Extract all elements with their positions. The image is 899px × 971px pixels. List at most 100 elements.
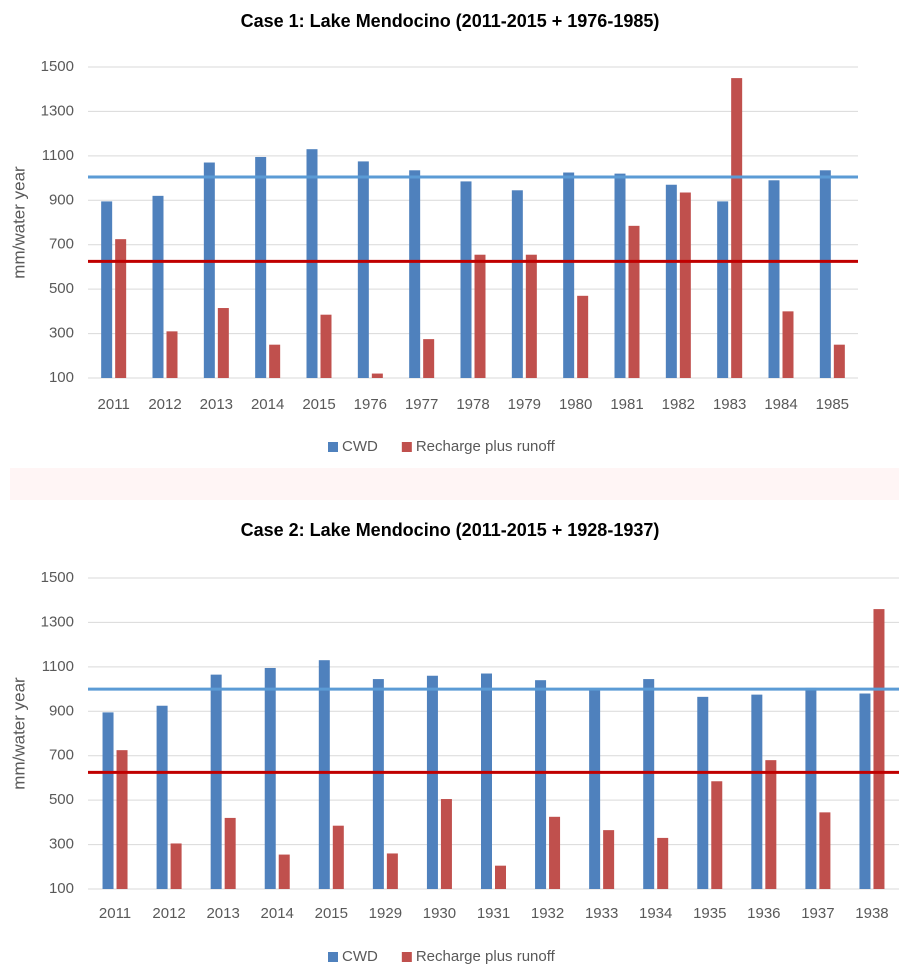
- y-tick-label: 1100: [42, 658, 74, 675]
- legend-swatch: [328, 442, 338, 452]
- y-tick-label: 500: [49, 280, 74, 297]
- y-tick-label: 900: [49, 702, 74, 719]
- x-tick-label: 1978: [456, 396, 489, 413]
- bar: [819, 812, 831, 889]
- bar: [697, 696, 709, 889]
- x-tick-label: 1929: [369, 905, 402, 922]
- bar: [657, 837, 669, 889]
- bar: [115, 239, 127, 378]
- bar: [511, 190, 523, 378]
- y-axis-label: mm/water year: [9, 677, 28, 790]
- bar: [481, 673, 492, 889]
- x-tick-label: 1980: [559, 396, 592, 413]
- y-axis-label: mm/water year: [9, 166, 28, 279]
- bar: [426, 675, 438, 889]
- x-tick-label: 1931: [477, 905, 510, 922]
- x-tick-label: 1938: [855, 905, 888, 922]
- y-tick-label: 100: [49, 880, 74, 897]
- y-tick-label: 700: [49, 747, 74, 764]
- y-tick-label: 500: [49, 791, 74, 808]
- legend-label: CWD: [342, 438, 378, 455]
- bar: [711, 781, 723, 889]
- bar: [563, 172, 575, 378]
- y-tick-label: 100: [49, 369, 74, 386]
- bar: [203, 162, 215, 378]
- x-tick-label: 2014: [251, 396, 284, 413]
- x-tick-label: 1983: [713, 396, 746, 413]
- chart-title: Case 1: Lake Mendocino (2011-2015 + 1976…: [241, 11, 660, 31]
- x-tick-label: 2013: [200, 396, 233, 413]
- y-tick-label: 1300: [41, 613, 74, 630]
- y-tick-label: 1100: [42, 147, 74, 164]
- x-tick-label: 2015: [302, 396, 335, 413]
- bar: [782, 311, 794, 378]
- bar: [577, 295, 589, 378]
- chart-title: Case 2: Lake Mendocino (2011-2015 + 1928…: [241, 520, 660, 540]
- x-tick-label: 1935: [693, 905, 726, 922]
- bar: [264, 667, 276, 889]
- bar: [386, 853, 398, 889]
- bar: [278, 854, 290, 889]
- bar: [460, 181, 472, 378]
- x-tick-label: 1936: [747, 905, 780, 922]
- bar: [833, 344, 845, 378]
- y-tick-label: 700: [49, 236, 74, 253]
- bar: [152, 195, 164, 378]
- x-tick-label: 1937: [801, 905, 834, 922]
- bar: [535, 680, 547, 889]
- x-tick-label: 2012: [152, 905, 185, 922]
- y-tick-label: 900: [49, 191, 74, 208]
- bar: [859, 693, 871, 889]
- bar: [628, 225, 640, 378]
- bar: [371, 373, 383, 378]
- bar: [819, 170, 831, 378]
- bar: [269, 344, 281, 378]
- bar: [156, 705, 168, 889]
- bar: [409, 170, 421, 378]
- x-tick-label: 1985: [816, 396, 849, 413]
- bar: [765, 760, 777, 889]
- bar: [440, 799, 452, 889]
- separator-band: [10, 468, 899, 500]
- legend-label: Recharge plus runoff: [416, 948, 556, 965]
- x-tick-label: 1982: [662, 396, 695, 413]
- y-tick-label: 300: [49, 836, 74, 853]
- x-tick-label: 1934: [639, 905, 672, 922]
- bar: [357, 161, 369, 378]
- x-tick-label: 1979: [508, 396, 541, 413]
- legend-swatch: [401, 952, 412, 962]
- bar: [210, 674, 222, 889]
- x-tick-label: 2015: [315, 905, 348, 922]
- x-tick-label: 1977: [405, 396, 438, 413]
- x-tick-label: 2011: [98, 396, 130, 413]
- bar: [768, 180, 780, 378]
- x-tick-label: 1933: [585, 905, 618, 922]
- bar: [224, 817, 236, 889]
- bar: [525, 254, 537, 378]
- bar: [217, 308, 229, 378]
- x-tick-label: 2014: [261, 905, 294, 922]
- bar: [116, 750, 128, 889]
- x-tick-label: 1984: [764, 396, 797, 413]
- bar: [717, 201, 729, 378]
- bar: [332, 825, 344, 889]
- legend-label: Recharge plus runoff: [416, 438, 556, 455]
- bar: [805, 687, 817, 889]
- x-tick-label: 1930: [423, 905, 456, 922]
- bar: [102, 712, 114, 889]
- legend-label: CWD: [342, 948, 378, 965]
- bar: [495, 865, 506, 889]
- x-tick-label: 1981: [610, 396, 643, 413]
- bar: [255, 156, 267, 378]
- bar: [751, 694, 763, 889]
- bar: [665, 184, 677, 378]
- bar: [873, 609, 885, 889]
- bar: [306, 149, 318, 378]
- bar: [614, 173, 626, 378]
- bar: [423, 339, 435, 378]
- x-tick-label: 2013: [206, 905, 239, 922]
- bar: [603, 830, 615, 889]
- bar: [731, 78, 743, 378]
- bar: [170, 843, 182, 889]
